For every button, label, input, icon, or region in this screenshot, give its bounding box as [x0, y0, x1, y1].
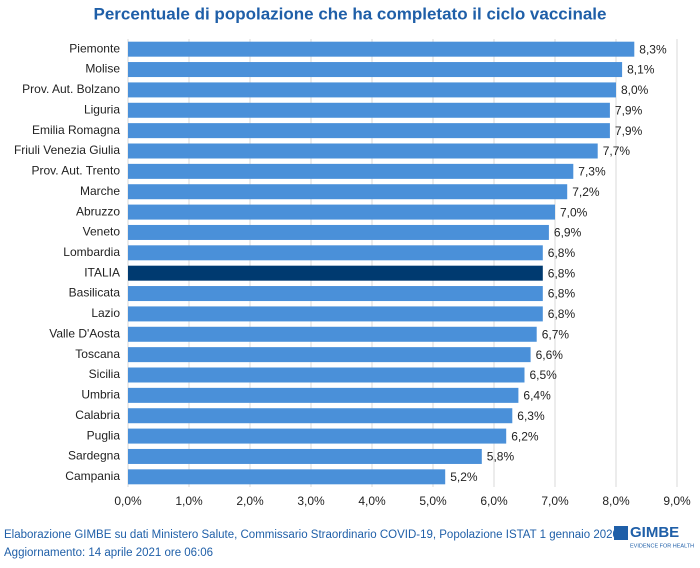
value-label: 7,9%	[615, 103, 643, 117]
y-tick-label: Piemonte	[69, 41, 120, 55]
y-tick-label: Toscana	[75, 347, 120, 361]
value-label: 6,3%	[517, 409, 545, 423]
bar	[128, 163, 574, 179]
y-tick-label: Friuli Venezia Giulia	[14, 143, 120, 157]
x-tick-label: 1,0%	[175, 494, 203, 508]
bar	[128, 428, 507, 444]
value-label: 8,3%	[639, 42, 667, 56]
update-note: Aggiornamento: 14 aprile 2021 ore 06:06	[4, 547, 213, 559]
value-label: 6,8%	[548, 246, 576, 260]
y-tick-label: Marche	[80, 184, 120, 198]
logo-icon	[614, 526, 628, 540]
y-tick-label: Prov. Aut. Trento	[32, 164, 121, 178]
bar	[128, 102, 610, 118]
y-tick-label: Basilicata	[69, 286, 121, 300]
bar	[128, 387, 519, 403]
y-tick-label: Lombardia	[63, 245, 120, 259]
bar	[128, 245, 543, 261]
value-label: 5,8%	[487, 450, 515, 464]
x-tick-label: 8,0%	[602, 494, 630, 508]
bar	[128, 184, 568, 200]
y-tick-label: Sicilia	[89, 367, 121, 381]
value-label: 6,6%	[536, 348, 564, 362]
x-tick-label: 2,0%	[236, 494, 264, 508]
bar	[128, 62, 623, 78]
value-label: 7,2%	[572, 185, 600, 199]
bar	[128, 367, 525, 383]
value-label: 6,8%	[548, 287, 576, 301]
value-label: 7,7%	[603, 144, 631, 158]
x-tick-label: 5,0%	[419, 494, 447, 508]
x-tick-label: 6,0%	[480, 494, 508, 508]
bar	[128, 286, 543, 302]
logo-tagline: EVIDENCE FOR HEALTH	[630, 543, 694, 549]
y-tick-label: Calabria	[75, 408, 120, 422]
y-tick-label: Abruzzo	[76, 204, 120, 218]
bar	[128, 204, 555, 220]
y-tick-label: Liguria	[84, 102, 120, 116]
y-tick-label: Emilia Romagna	[32, 123, 120, 137]
x-tick-label: 9,0%	[663, 494, 691, 508]
value-label: 8,1%	[627, 63, 655, 77]
bar	[128, 326, 537, 342]
logo: GIMBE	[630, 524, 679, 541]
x-tick-label: 4,0%	[358, 494, 386, 508]
x-tick-label: 3,0%	[297, 494, 325, 508]
y-tick-label: ITALIA	[84, 265, 120, 279]
value-label: 6,4%	[523, 389, 551, 403]
x-tick-label: 0,0%	[114, 494, 142, 508]
bar	[128, 143, 598, 159]
bar	[128, 82, 616, 98]
bar	[128, 408, 513, 424]
value-label: 6,7%	[542, 327, 570, 341]
x-tick-label: 7,0%	[541, 494, 569, 508]
value-label: 7,0%	[560, 205, 588, 219]
y-tick-label: Campania	[65, 469, 120, 483]
y-tick-label: Umbria	[81, 388, 120, 402]
y-tick-label: Sardegna	[68, 449, 120, 463]
value-label: 6,8%	[548, 266, 576, 280]
y-tick-label: Lazio	[91, 306, 120, 320]
y-tick-label: Puglia	[87, 428, 121, 442]
value-label: 6,2%	[511, 429, 539, 443]
bar	[128, 123, 610, 139]
value-label: 6,9%	[554, 226, 582, 240]
bar	[128, 469, 446, 485]
bar	[128, 347, 531, 363]
value-label: 7,3%	[578, 165, 606, 179]
bar	[128, 224, 549, 240]
bar	[128, 448, 482, 464]
y-tick-label: Valle D'Aosta	[49, 326, 120, 340]
chart-title: Percentuale di popolazione che ha comple…	[94, 4, 607, 23]
value-label: 6,8%	[548, 307, 576, 321]
bar	[128, 41, 635, 57]
value-label: 8,0%	[621, 83, 649, 97]
y-tick-label: Molise	[85, 62, 120, 76]
bar	[128, 306, 543, 322]
source-note: Elaborazione GIMBE su dati Ministero Sal…	[4, 529, 619, 541]
value-label: 5,2%	[450, 470, 478, 484]
bar	[128, 265, 543, 281]
y-tick-label: Prov. Aut. Bolzano	[22, 82, 120, 96]
value-label: 6,5%	[530, 368, 558, 382]
y-tick-label: Veneto	[83, 225, 121, 239]
value-label: 7,9%	[615, 124, 643, 138]
